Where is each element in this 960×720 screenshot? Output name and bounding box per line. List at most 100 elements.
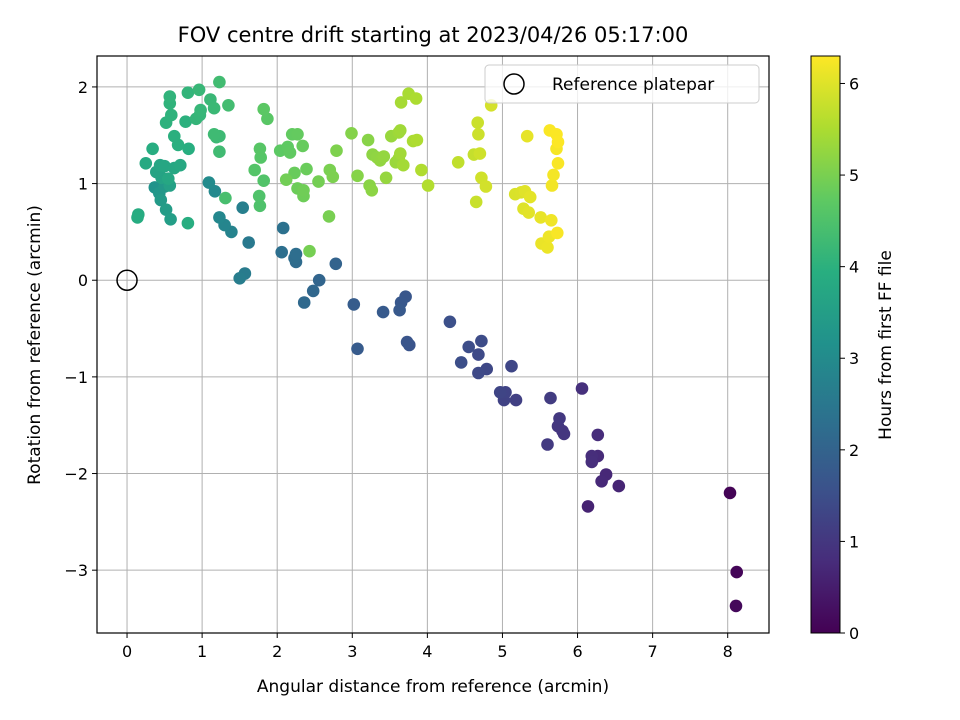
reference-layer	[116, 269, 138, 291]
data-point	[545, 179, 559, 192]
data-point	[253, 199, 267, 213]
data-point	[376, 305, 390, 319]
data-point	[192, 83, 206, 97]
x-tick-label: 1	[197, 642, 207, 661]
y-axis-title: Rotation from reference (arcmin)	[25, 205, 45, 485]
x-tick-label: 4	[422, 642, 432, 661]
x-axis: 0 1 2 3 4 5 6 7 8	[122, 633, 733, 661]
y-tick-label: −2	[64, 465, 88, 484]
data-point	[591, 428, 605, 442]
colorbar-tick-label: 3	[849, 349, 859, 368]
data-point	[300, 162, 313, 176]
data-point	[509, 393, 523, 407]
data-point	[276, 221, 290, 235]
data-point	[400, 335, 414, 349]
data-point	[233, 272, 246, 285]
data-point	[581, 500, 595, 513]
data-point	[163, 90, 177, 103]
data-point	[159, 203, 173, 216]
data-point	[479, 180, 493, 193]
data-point	[451, 156, 465, 169]
colorbar-ticks: 0 1 2 3 4 5 6	[840, 74, 859, 643]
data-point	[394, 96, 408, 109]
data-point	[207, 128, 221, 141]
data-point	[351, 342, 364, 356]
colorbar-tick-label: 0	[849, 624, 859, 643]
data-point	[410, 133, 424, 147]
data-point	[222, 99, 235, 112]
y-tick-label: 0	[78, 271, 88, 290]
data-point	[257, 174, 271, 187]
x-axis-title: Angular distance from reference (arcmin)	[257, 677, 609, 697]
data-point	[345, 127, 358, 140]
data-point	[207, 101, 221, 115]
data-point	[729, 599, 743, 613]
data-point	[202, 176, 216, 189]
data-point	[297, 296, 311, 309]
data-point	[257, 102, 271, 116]
legend-box	[484, 64, 760, 104]
data-point	[312, 175, 325, 188]
data-point	[306, 284, 320, 298]
x-tick-label: 5	[497, 642, 507, 661]
data-point	[275, 245, 289, 259]
data-point	[154, 193, 168, 207]
data-point	[545, 214, 558, 227]
data-point	[165, 108, 178, 122]
data-point	[471, 116, 485, 129]
data-point	[288, 166, 301, 180]
data-point	[472, 366, 485, 380]
data-point	[236, 201, 249, 214]
data-point	[168, 129, 181, 143]
x-tick-label: 6	[572, 642, 582, 661]
legend-label: Reference platepar	[552, 75, 714, 95]
x-tick-label: 7	[648, 642, 658, 661]
data-point	[505, 359, 518, 373]
data-point	[394, 124, 407, 137]
x-tick-label: 0	[122, 642, 132, 661]
data-point	[443, 315, 457, 329]
data-point	[347, 298, 361, 311]
data-point	[219, 191, 232, 205]
data-point	[279, 173, 293, 186]
data-point	[303, 244, 316, 258]
data-point	[312, 273, 326, 287]
data-point	[553, 412, 566, 425]
data-point	[162, 172, 175, 185]
data-point	[379, 171, 393, 185]
colorbar-gradient	[810, 55, 841, 634]
data-point	[472, 128, 485, 141]
data-point	[469, 195, 483, 209]
data-point	[534, 211, 547, 224]
data-point	[322, 210, 336, 223]
colorbar-tick-label: 1	[849, 532, 859, 551]
data-point	[409, 92, 423, 105]
data-point	[194, 103, 207, 117]
y-axis: −3 −2 −1 0 1 2	[64, 78, 97, 580]
data-point	[365, 184, 379, 197]
data-point	[723, 486, 737, 500]
data-point	[575, 382, 589, 395]
legend-marker-circle	[503, 73, 525, 95]
data-point	[421, 179, 435, 192]
legend: Reference platepar	[484, 64, 760, 104]
data-point	[174, 158, 187, 172]
data-point	[361, 133, 375, 147]
data-point	[730, 565, 743, 579]
data-point	[330, 144, 343, 157]
data-point	[297, 184, 310, 197]
x-tick-label: 8	[723, 642, 733, 661]
data-point	[551, 226, 564, 240]
data-point	[213, 211, 226, 224]
colorbar: 0 1 2 3 4 5 6 Hours from first FF file	[810, 55, 896, 643]
data-point	[547, 168, 560, 182]
data-point	[289, 247, 303, 261]
data-point	[377, 150, 391, 163]
data-point	[182, 142, 195, 156]
data-point	[493, 386, 507, 399]
colorbar-tick-label: 6	[849, 74, 859, 93]
data-point	[523, 190, 537, 204]
data-point	[585, 455, 599, 469]
data-point	[541, 438, 554, 451]
